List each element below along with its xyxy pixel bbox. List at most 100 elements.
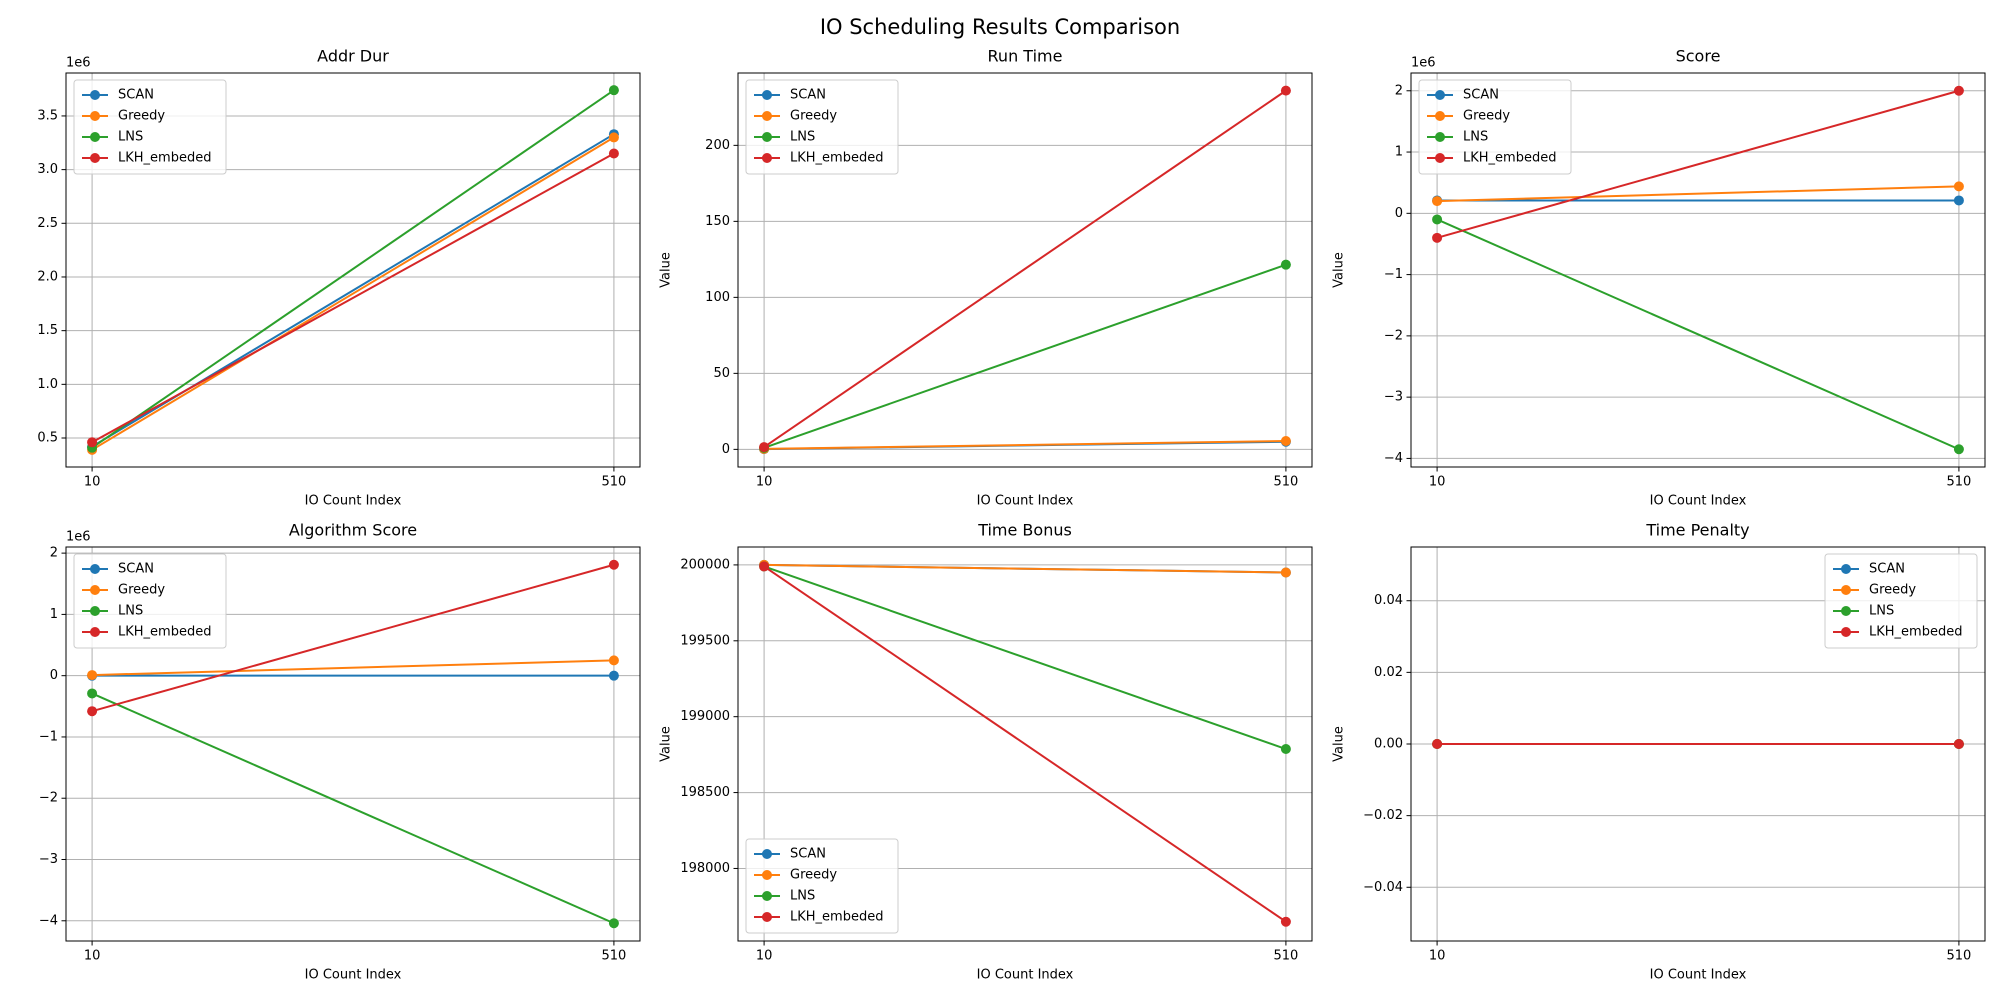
subplot: Algorithm Score −4 −3 −2 −1 0 1 2 10 510 IO Count … — [0, 521, 641, 983]
legend-marker — [90, 132, 100, 142]
y-axis-label: Value — [0, 252, 2, 288]
y-tick-label: −3 — [39, 852, 58, 867]
series-line — [91, 692, 615, 925]
y-tick-label: 200 — [705, 138, 730, 153]
data-point — [1280, 916, 1291, 927]
y-tick-label: −4 — [1384, 451, 1403, 466]
y-tick-label: 199000 — [680, 709, 730, 724]
data-point — [759, 561, 770, 572]
legend-marker — [762, 153, 772, 163]
axes-frame — [737, 72, 1313, 468]
axes-frame — [737, 546, 1313, 942]
series-line — [91, 563, 615, 713]
y-tick-label: −2 — [39, 791, 58, 806]
series-line — [763, 263, 1287, 449]
x-tick-label: 510 — [1946, 475, 1971, 490]
legend-label: LKH_embeded — [118, 151, 211, 166]
legend-marker — [762, 849, 772, 859]
series-line — [92, 659, 614, 677]
axes-frame — [65, 546, 641, 942]
legend-label: SCAN — [1869, 562, 1905, 577]
axis-offset-text: 1e6 — [66, 56, 91, 71]
subplot-title: Addr Dur — [317, 47, 389, 66]
y-tick-label: 198000 — [680, 861, 730, 876]
legend-label: SCAN — [1463, 88, 1499, 103]
subplot: Run Time 0 50 100 150 200 10 510 IO Count Index V… — [659, 47, 1313, 509]
subplot: Time Bonus 198000 198500 199000 199500 200000… — [659, 521, 1313, 983]
y-tick-label: 2 — [50, 546, 58, 561]
axis-offset-text: 1e6 — [1411, 56, 1436, 71]
y-tick-label: −0.04 — [1363, 880, 1403, 895]
x-tick-label: 10 — [84, 475, 101, 490]
y-tick-label: 2 — [1395, 83, 1403, 98]
data-point — [608, 559, 619, 570]
legend-marker — [762, 912, 772, 922]
legend: SCAN Greedy LNS LKH_embeded — [1418, 79, 1572, 175]
data-point — [87, 688, 98, 699]
legend-marker — [90, 606, 100, 616]
axes-frame — [1410, 546, 1986, 942]
subplot-title: Run Time — [988, 47, 1063, 66]
legend: SCAN Greedy LNS LKH_embeded — [1824, 553, 1978, 649]
data-point — [1432, 214, 1443, 225]
data-point — [608, 85, 619, 96]
data-point — [608, 655, 619, 666]
data-point — [1953, 85, 1964, 96]
series-line — [91, 136, 615, 451]
data-point — [608, 918, 619, 929]
y-tick-label: 199500 — [680, 633, 730, 648]
subplot-title: Time Bonus — [977, 521, 1072, 540]
legend-label: LNS — [1869, 604, 1894, 619]
legend-marker — [762, 891, 772, 901]
legend-label: LKH_embeded — [790, 910, 883, 925]
legend: SCAN Greedy LNS LKH_embeded — [73, 79, 227, 175]
series-line — [91, 152, 615, 444]
x-tick-label: 10 — [84, 949, 101, 964]
legend-marker — [762, 90, 772, 100]
legend-marker — [1841, 564, 1851, 574]
legend-marker — [762, 870, 772, 880]
y-tick-label: 0 — [1395, 206, 1403, 221]
axes-frame — [1410, 72, 1986, 468]
subplot-title: Score — [1676, 47, 1721, 66]
legend-label: Greedy — [1463, 109, 1510, 124]
data-point — [1432, 232, 1443, 243]
y-tick-label: 150 — [705, 214, 730, 229]
legend-label: LNS — [790, 889, 815, 904]
legend-label: LNS — [790, 130, 815, 145]
legend-box — [745, 79, 899, 175]
series-line — [763, 565, 1287, 750]
y-tick-label: 0.00 — [1374, 737, 1403, 752]
data-point — [1280, 436, 1291, 447]
series-line — [1436, 218, 1960, 451]
x-axis-label: IO Count Index — [305, 494, 402, 509]
y-axis-label: Value — [1332, 726, 1347, 762]
legend-box — [745, 838, 899, 934]
legend-label: LKH_embeded — [1869, 625, 1962, 640]
legend-marker — [762, 111, 772, 121]
series-line — [764, 440, 1286, 450]
legend-marker — [762, 132, 772, 142]
legend-marker — [90, 585, 100, 595]
data-point — [608, 148, 619, 159]
axis-offset-text: 1e6 — [66, 530, 91, 545]
y-tick-label: 0.5 — [37, 431, 58, 446]
legend-box — [1824, 553, 1978, 649]
series-line — [763, 89, 1287, 448]
x-tick-label: 510 — [1273, 475, 1298, 490]
subplot: Score −4 −3 −2 −1 0 1 2 10 510 IO Count Index Value… — [1332, 47, 1986, 509]
legend-marker — [90, 111, 100, 121]
y-tick-label: −3 — [1384, 390, 1403, 405]
data-point — [1432, 739, 1443, 749]
legend-label: LKH_embeded — [790, 151, 883, 166]
y-tick-label: 50 — [713, 366, 730, 381]
legend-label: Greedy — [790, 868, 837, 883]
x-tick-label: 10 — [756, 475, 773, 490]
subplot-title: Algorithm Score — [289, 521, 417, 540]
legend-label: Greedy — [1869, 583, 1916, 598]
legend: SCAN Greedy LNS LKH_embeded — [745, 79, 899, 175]
data-point — [1280, 85, 1291, 96]
data-point — [1953, 444, 1964, 455]
